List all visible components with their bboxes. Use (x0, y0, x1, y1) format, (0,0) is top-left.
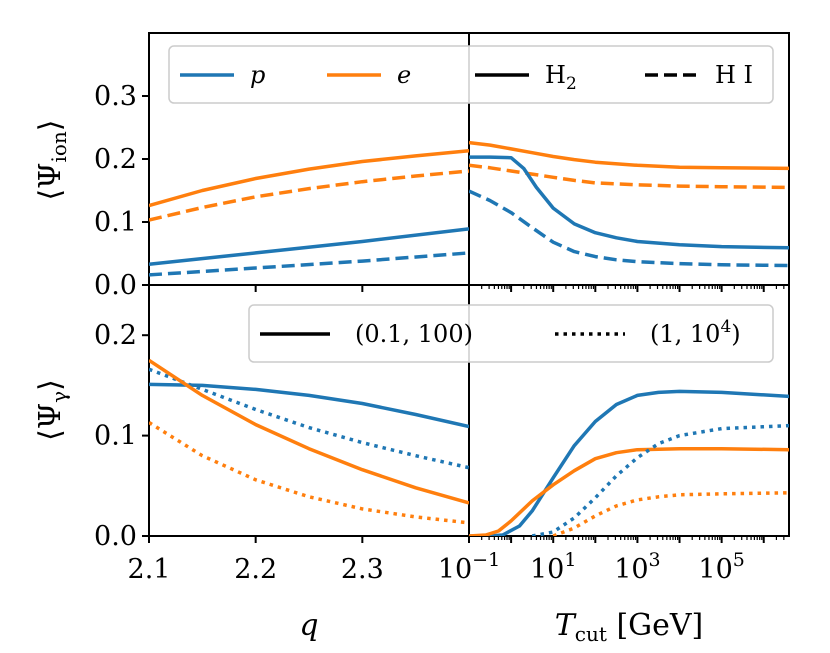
x-tick-label-bottom-right-2: 103 (614, 549, 660, 585)
series-line-top-left-2 (149, 251, 469, 277)
panel-top-right-series (469, 140, 789, 268)
legend-bottom-box (248, 304, 774, 363)
series-line-bottom-right-2 (531, 423, 789, 536)
y-tick-label-top-left-2: 0.2 (94, 144, 137, 175)
series-line-bottom-right-1 (469, 446, 789, 536)
x-tick-label-bottom-left-1: 2.2 (234, 554, 277, 585)
series-line-top-left-3 (149, 227, 469, 266)
panel-bottom-right-frame (468, 284, 790, 537)
legend-dotted-label: (1, 104) (650, 317, 741, 348)
legend-bottom: (0.1, 100) (1, 104) (248, 304, 774, 363)
series-line-bottom-right-3 (552, 491, 789, 536)
legend-top: p e H2 H I (168, 45, 774, 104)
legend-solid-label: (0.1, 100) (355, 320, 473, 348)
panel-top-left-series (149, 149, 469, 277)
series-line-bottom-left-2 (149, 358, 469, 505)
series-line-bottom-left-3 (149, 421, 469, 525)
y-tick-label-top-left-3: 0.3 (94, 81, 137, 112)
y-tick-label-top-left-1: 0.1 (94, 207, 137, 238)
series-line-bottom-left-0 (149, 382, 469, 429)
y-tick-label-bottom-left-2: 0.2 (94, 320, 137, 351)
x-tick-label-bottom-right-0: 10−1 (438, 549, 500, 585)
legend-e-label: e (397, 61, 411, 89)
panel-bottom-right-series (469, 389, 789, 536)
x-tick-label-bottom-right-3: 105 (698, 549, 744, 585)
series-line-top-left-0 (149, 169, 469, 222)
legend-top-box (168, 45, 774, 104)
x-tick-label-bottom-left-2: 2.3 (341, 554, 384, 585)
series-line-top-left-1 (149, 149, 469, 208)
series-line-top-right-1 (469, 163, 789, 190)
series-line-bottom-right-0 (469, 389, 789, 536)
x-tick-label-bottom-right-1: 101 (530, 549, 576, 585)
panel-bottom-left-series (149, 358, 469, 525)
legend-hi-label: H I (715, 61, 753, 89)
y-axis-label-bottom: ⟨Ψγ⟩ (33, 379, 71, 441)
x-tick-label-bottom-left-0: 2.1 (128, 554, 171, 585)
legend-p-label: p (250, 61, 265, 89)
series-line-top-right-3 (469, 189, 789, 268)
legend-h2-label: H2 (545, 61, 577, 94)
series-line-top-right-2 (469, 155, 789, 250)
x-axis-label-left: q (299, 608, 318, 643)
y-tick-label-top-left-0: 0.0 (94, 270, 137, 301)
y-axis-label-top: ⟨Ψion⟩ (33, 119, 71, 200)
y-tick-label-bottom-left-1: 0.1 (94, 421, 137, 452)
series-line-bottom-left-1 (149, 367, 469, 470)
series-line-top-right-0 (469, 140, 789, 171)
y-tick-label-bottom-left-0: 0.0 (94, 521, 137, 552)
axis-ticks: 0.0 0.1 0.2 0.3 0.0 0.1 0.2 2.1 2.2 2.3 10−1 101 103… (94, 81, 785, 585)
x-axis-label-right: Tcut [GeV] (555, 608, 703, 646)
